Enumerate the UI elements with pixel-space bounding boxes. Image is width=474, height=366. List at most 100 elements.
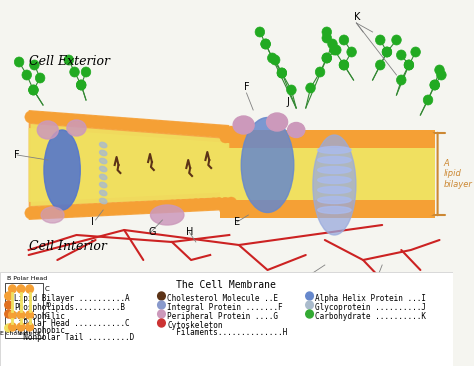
Circle shape: [312, 131, 324, 143]
Text: F: F: [244, 82, 249, 92]
Text: I: I: [296, 277, 299, 287]
Circle shape: [55, 206, 66, 217]
Circle shape: [419, 131, 430, 143]
Circle shape: [247, 204, 259, 216]
Circle shape: [226, 197, 237, 209]
Circle shape: [184, 199, 196, 211]
FancyBboxPatch shape: [0, 272, 453, 366]
Circle shape: [345, 131, 356, 143]
Circle shape: [277, 68, 287, 78]
Text: Alpha Helix Protein ...I: Alpha Helix Protein ...I: [315, 294, 426, 303]
Ellipse shape: [318, 206, 351, 213]
Circle shape: [430, 80, 439, 90]
Circle shape: [5, 292, 12, 300]
Circle shape: [43, 206, 54, 218]
Circle shape: [125, 119, 137, 131]
Circle shape: [339, 35, 349, 45]
Circle shape: [166, 200, 178, 212]
Circle shape: [60, 114, 72, 126]
Circle shape: [373, 131, 384, 143]
Circle shape: [55, 113, 66, 125]
Circle shape: [435, 65, 444, 75]
Circle shape: [322, 33, 331, 43]
Circle shape: [31, 207, 42, 219]
Circle shape: [386, 131, 398, 143]
Text: K: K: [354, 12, 360, 22]
Ellipse shape: [150, 205, 184, 225]
Circle shape: [298, 204, 310, 216]
Circle shape: [400, 131, 411, 143]
Circle shape: [397, 50, 406, 60]
Circle shape: [261, 39, 270, 49]
Circle shape: [31, 111, 42, 123]
Ellipse shape: [100, 150, 107, 156]
Circle shape: [261, 204, 273, 216]
Circle shape: [410, 204, 421, 216]
Text: B Polar Head: B Polar Head: [7, 276, 47, 281]
Text: Cell Exterior: Cell Exterior: [28, 55, 109, 68]
Circle shape: [322, 53, 331, 63]
Circle shape: [298, 131, 310, 143]
Ellipse shape: [41, 207, 64, 223]
Circle shape: [64, 55, 73, 65]
Text: Cell Interior: Cell Interior: [28, 240, 107, 253]
Circle shape: [196, 124, 208, 136]
Circle shape: [108, 117, 119, 129]
Circle shape: [166, 122, 178, 134]
Circle shape: [9, 323, 16, 331]
Circle shape: [149, 201, 160, 213]
Text: J: J: [287, 97, 290, 107]
Circle shape: [25, 207, 36, 219]
Circle shape: [391, 204, 402, 216]
Circle shape: [252, 204, 264, 216]
Circle shape: [392, 35, 401, 45]
Circle shape: [184, 123, 196, 135]
Circle shape: [306, 310, 313, 318]
Circle shape: [101, 203, 113, 215]
Circle shape: [363, 131, 374, 143]
Circle shape: [243, 204, 255, 216]
Circle shape: [410, 131, 421, 143]
Circle shape: [81, 67, 91, 77]
Circle shape: [294, 204, 305, 216]
Circle shape: [358, 204, 370, 216]
Circle shape: [22, 70, 32, 80]
Ellipse shape: [318, 187, 351, 194]
Circle shape: [430, 80, 439, 90]
Ellipse shape: [318, 167, 351, 173]
Ellipse shape: [100, 190, 107, 196]
Circle shape: [275, 204, 287, 216]
Circle shape: [289, 204, 301, 216]
Circle shape: [377, 131, 389, 143]
Circle shape: [261, 131, 273, 143]
Text: G: G: [148, 227, 155, 237]
Circle shape: [29, 60, 39, 70]
Circle shape: [312, 204, 324, 216]
Circle shape: [375, 60, 385, 70]
Circle shape: [238, 204, 250, 216]
Ellipse shape: [67, 120, 86, 136]
Circle shape: [382, 204, 393, 216]
Circle shape: [224, 131, 236, 143]
Circle shape: [414, 204, 426, 216]
Circle shape: [386, 204, 398, 216]
Circle shape: [28, 85, 38, 95]
Ellipse shape: [241, 117, 294, 213]
Bar: [220, 148, 435, 200]
Circle shape: [125, 202, 137, 214]
Circle shape: [26, 311, 34, 319]
Circle shape: [131, 119, 143, 131]
Circle shape: [322, 27, 331, 37]
Bar: [5, 283, 43, 338]
Text: H: H: [186, 227, 194, 237]
Circle shape: [220, 131, 231, 143]
Circle shape: [257, 131, 268, 143]
Circle shape: [178, 199, 190, 211]
Circle shape: [76, 80, 86, 90]
Circle shape: [78, 204, 90, 216]
Circle shape: [336, 131, 347, 143]
Circle shape: [397, 75, 406, 85]
Circle shape: [9, 311, 16, 319]
Circle shape: [339, 60, 349, 70]
Circle shape: [271, 131, 282, 143]
